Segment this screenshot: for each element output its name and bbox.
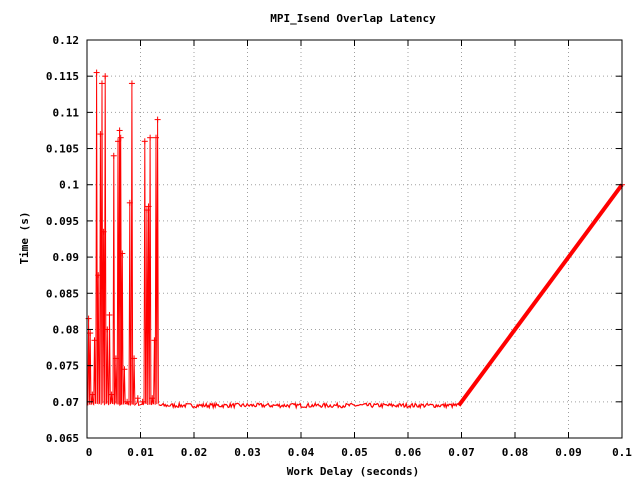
data-point-marker bbox=[151, 337, 158, 344]
data-point-marker bbox=[153, 134, 160, 141]
x-axis-ticks: 0 0.01 0.02 0.03 0.04 0.05 0.06 0.07 0.08 0.09 0.1 bbox=[86, 40, 632, 459]
data-point-marker bbox=[110, 152, 117, 159]
data-point-marker bbox=[154, 116, 161, 123]
x-tick-label: 0 bbox=[86, 446, 93, 459]
data-point-marker bbox=[87, 330, 94, 337]
data-point-marker bbox=[100, 228, 107, 235]
data-point-marker bbox=[106, 311, 113, 318]
data-point-marker bbox=[102, 73, 109, 80]
data-point-marker bbox=[104, 326, 111, 333]
data-point-marker bbox=[147, 134, 154, 141]
data-point-marker bbox=[95, 272, 102, 279]
data-point-marker bbox=[116, 127, 123, 134]
y-axis-ticks: 0.065 0.07 0.075 0.08 0.085 0.09 0.095 0.1 0.105… bbox=[46, 34, 622, 445]
x-tick-label: 0.09 bbox=[555, 446, 582, 459]
x-tick-label: 0.02 bbox=[181, 446, 208, 459]
y-tick-label: 0.095 bbox=[46, 215, 79, 228]
chart-title: MPI_Isend Overlap Latency bbox=[270, 12, 436, 25]
y-tick-label: 0.085 bbox=[46, 287, 79, 300]
y-tick-label: 0.065 bbox=[46, 432, 79, 445]
x-tick-label: 0.03 bbox=[234, 446, 261, 459]
series-flat-line bbox=[158, 401, 459, 410]
y-tick-label: 0.11 bbox=[53, 106, 80, 119]
y-tick-label: 0.09 bbox=[53, 251, 80, 264]
y-tick-label: 0.1 bbox=[59, 179, 79, 192]
x-tick-label: 0.1 bbox=[612, 446, 632, 459]
y-tick-label: 0.075 bbox=[46, 360, 79, 373]
data-point-marker bbox=[128, 80, 135, 87]
data-point-marker bbox=[91, 337, 98, 344]
data-point-marker bbox=[97, 131, 104, 138]
data-point-marker bbox=[143, 207, 150, 214]
x-tick-label: 0.04 bbox=[288, 446, 315, 459]
data-point-marker bbox=[124, 398, 131, 405]
series-spikes-line bbox=[86, 72, 159, 407]
data-point-marker bbox=[121, 366, 128, 373]
data-point-marker bbox=[119, 250, 126, 257]
data-point-marker bbox=[149, 395, 156, 402]
series-ramp-line bbox=[457, 183, 624, 407]
data-point-marker bbox=[145, 203, 152, 210]
x-tick-label: 0.01 bbox=[127, 446, 154, 459]
data-point-marker bbox=[89, 391, 96, 398]
y-tick-label: 0.08 bbox=[53, 323, 80, 336]
data-point-marker bbox=[134, 395, 141, 402]
data-point-marker bbox=[98, 80, 105, 87]
y-tick-label: 0.07 bbox=[53, 396, 80, 409]
x-tick-label: 0.06 bbox=[395, 446, 422, 459]
data-point-marker bbox=[108, 391, 115, 398]
y-tick-label: 0.115 bbox=[46, 70, 79, 83]
x-axis-label: Work Delay (seconds) bbox=[287, 465, 419, 478]
data-point-marker bbox=[93, 69, 100, 76]
data-point-marker bbox=[131, 355, 138, 362]
x-tick-label: 0.07 bbox=[448, 446, 475, 459]
y-tick-label: 0.105 bbox=[46, 143, 79, 156]
y-tick-label: 0.12 bbox=[53, 34, 80, 47]
data-point-marker bbox=[139, 398, 146, 405]
x-tick-label: 0.08 bbox=[502, 446, 529, 459]
x-tick-label: 0.05 bbox=[341, 446, 368, 459]
data-point-marker bbox=[115, 138, 122, 145]
data-point-marker bbox=[126, 199, 133, 206]
data-point-marker bbox=[117, 134, 124, 141]
data-point-marker bbox=[112, 355, 119, 362]
data-point-marker bbox=[141, 138, 148, 145]
y-axis-label: Time (s) bbox=[18, 212, 31, 265]
